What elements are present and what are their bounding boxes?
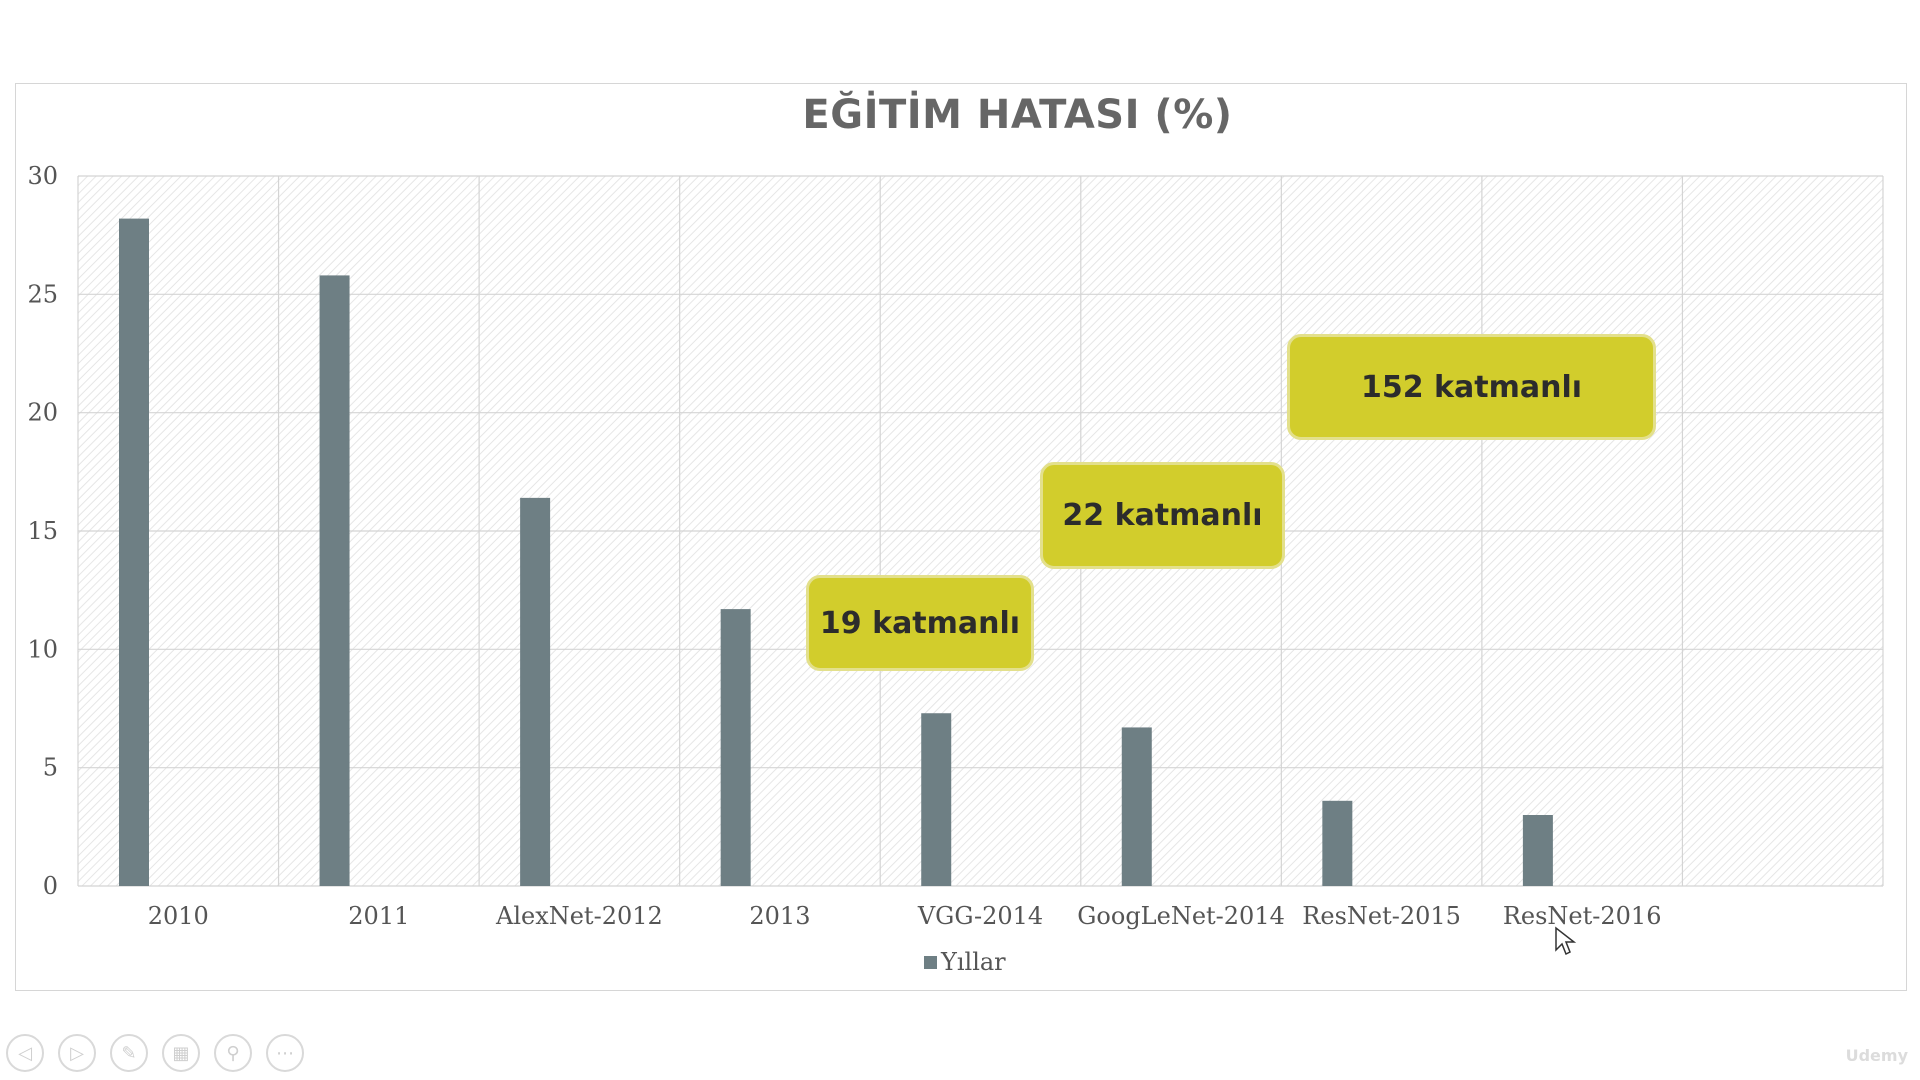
y-tick-label: 20 — [27, 399, 58, 427]
y-tick-label: 10 — [27, 635, 58, 663]
slides-icon[interactable]: ▦ — [162, 1034, 200, 1072]
callout-19-layers: 19 katmanlı — [806, 575, 1034, 671]
x-tick-label: ResNet-2015 — [1302, 902, 1461, 930]
legend-swatch — [924, 955, 937, 969]
udemy-watermark: Udemy — [1845, 1046, 1908, 1065]
x-tick-label: VGG-2014 — [917, 902, 1043, 930]
y-tick-label: 0 — [43, 872, 58, 900]
legend: Yıllar — [924, 948, 1006, 976]
bar-GoogLeNet-2014 — [1121, 727, 1152, 886]
slideshow-controls: ◁ ▷ ✎ ▦ ⚲ ⋯ — [6, 1034, 304, 1072]
chart-title: EĞİTİM HATASI (%) — [802, 92, 1233, 138]
callout-22-layers: 22 katmanlı — [1040, 462, 1285, 569]
bar-AlexNet-2012 — [520, 497, 551, 886]
bar-ResNet-2015 — [1322, 800, 1353, 886]
callout-152-layers: 152 katmanlı — [1287, 334, 1656, 440]
next-icon[interactable]: ▷ — [58, 1034, 96, 1072]
x-tick-label: 2010 — [148, 902, 209, 930]
bar-2013 — [720, 609, 751, 886]
bar-2010 — [119, 218, 149, 887]
bar-VGG-2014 — [921, 713, 952, 886]
x-tick-label: GoogLeNet-2014 — [1077, 902, 1285, 930]
pen-icon[interactable]: ✎ — [110, 1034, 148, 1072]
bar-2011 — [319, 275, 350, 886]
previous-icon[interactable]: ◁ — [6, 1034, 44, 1072]
x-tick-label: 2013 — [749, 902, 810, 930]
y-tick-label: 25 — [27, 280, 58, 308]
bar-ResNet-2016 — [1522, 815, 1553, 886]
x-tick-label: 2011 — [348, 902, 409, 930]
x-tick-label: ResNet-2016 — [1503, 902, 1662, 930]
y-tick-label: 5 — [43, 754, 58, 782]
zoom-icon[interactable]: ⚲ — [214, 1034, 252, 1072]
x-tick-label: AlexNet-2012 — [495, 902, 663, 930]
legend-label: Yıllar — [941, 948, 1006, 976]
y-tick-label: 30 — [27, 162, 58, 190]
y-tick-label: 15 — [27, 517, 58, 545]
more-icon[interactable]: ⋯ — [266, 1034, 304, 1072]
mouse-cursor-icon — [1555, 926, 1577, 956]
